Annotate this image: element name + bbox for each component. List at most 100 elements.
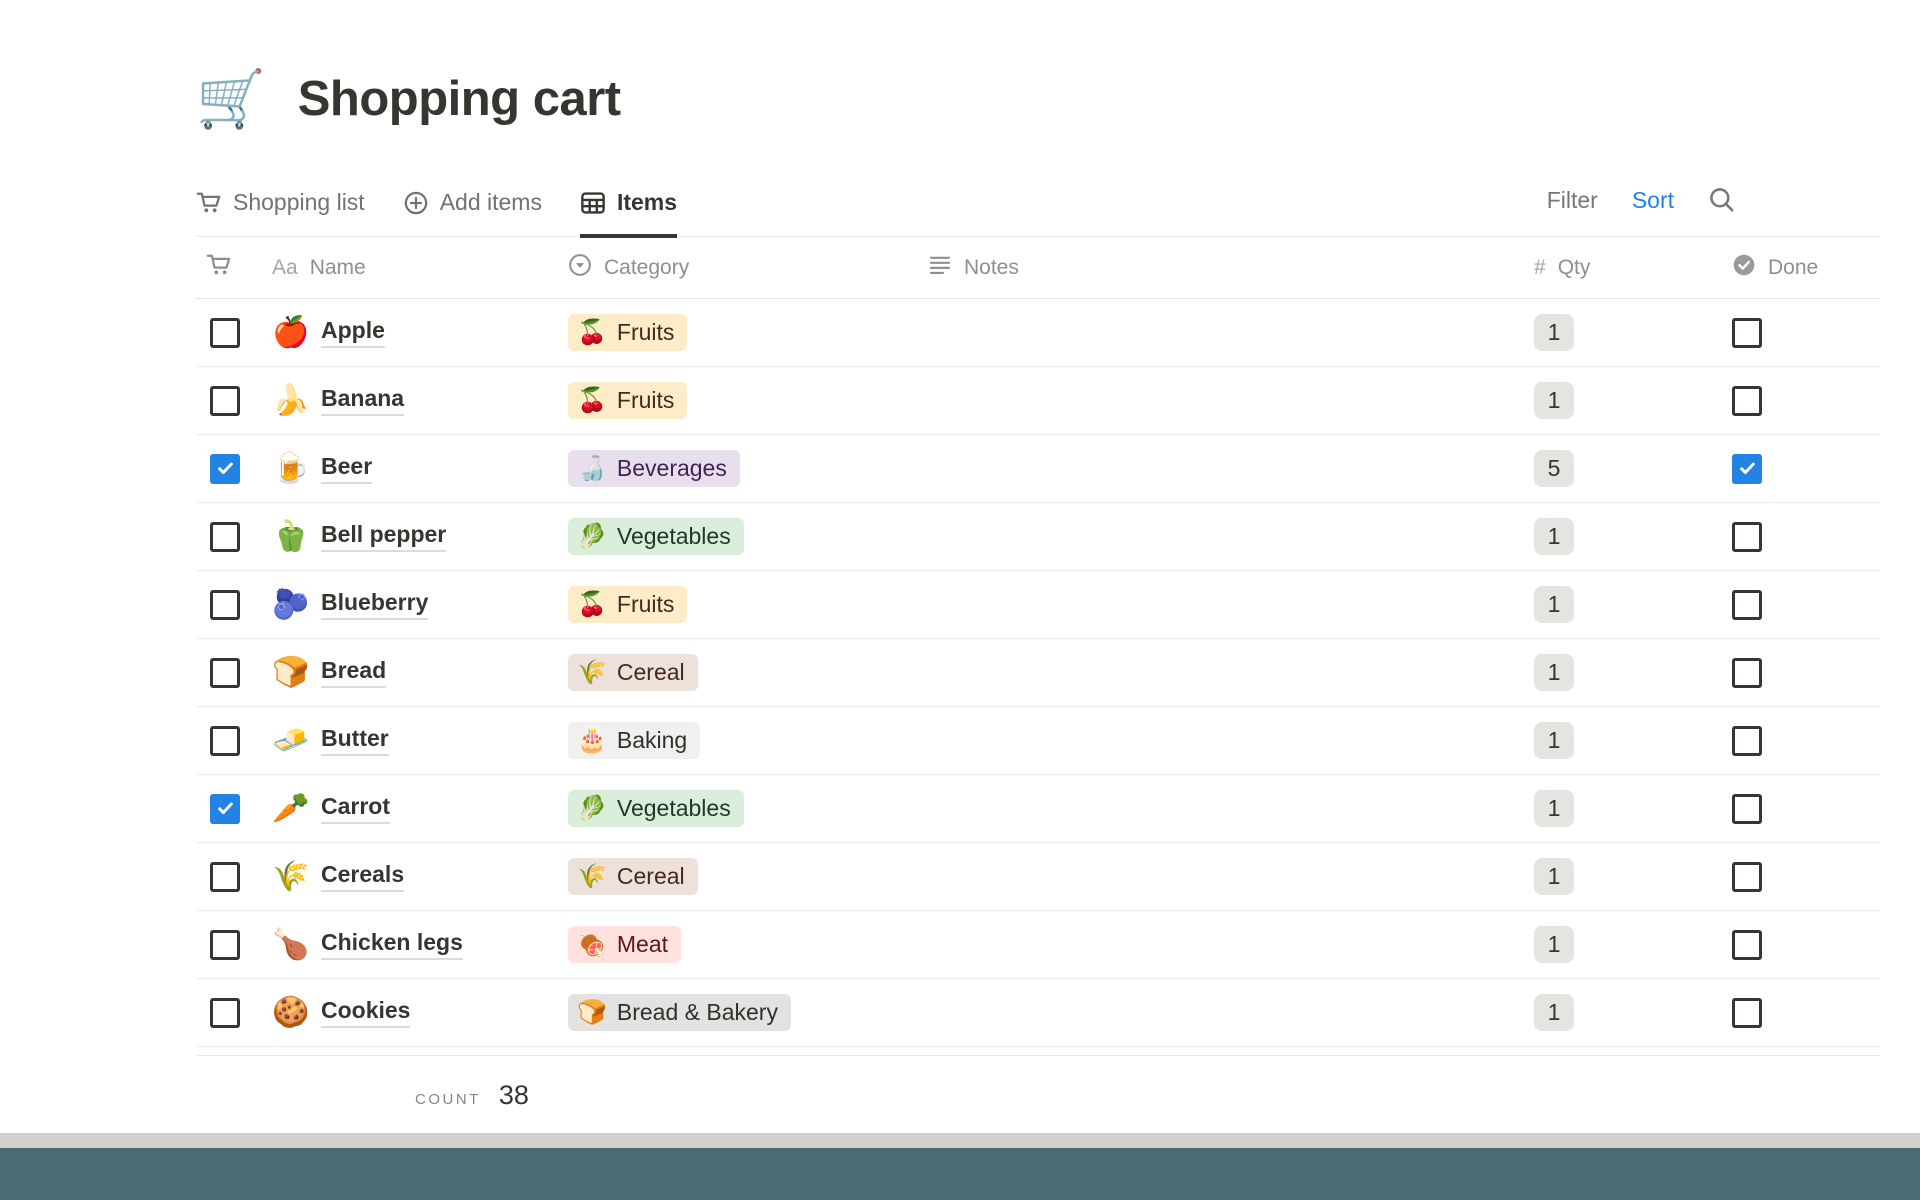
cart-checkbox[interactable]: [210, 657, 240, 688]
tab-add-items[interactable]: Add items: [403, 189, 542, 238]
done-checkbox[interactable]: [1732, 385, 1762, 416]
done-checkbox-cell: [1732, 997, 1880, 1028]
qty-cell[interactable]: 1: [1534, 994, 1732, 1031]
item-name-link[interactable]: Chicken legs: [321, 929, 463, 960]
category-emoji-icon: 🍖: [577, 930, 607, 958]
category-label: Fruits: [616, 319, 675, 346]
qty-cell[interactable]: 1: [1534, 858, 1732, 895]
qty-cell[interactable]: 1: [1534, 926, 1732, 963]
cart-checkbox[interactable]: [210, 385, 240, 416]
category-badge: 🌾 Cereal: [568, 858, 698, 895]
qty-cell[interactable]: 1: [1534, 314, 1732, 351]
header-qty-column[interactable]: # Qty: [1534, 256, 1732, 280]
category-cell[interactable]: 🍒 Fruits: [568, 586, 928, 623]
done-checkbox[interactable]: [1732, 793, 1762, 824]
category-badge: 🍒 Fruits: [568, 382, 688, 419]
tab-shopping-list[interactable]: Shopping list: [196, 189, 365, 238]
header-cart-column[interactable]: [196, 252, 272, 284]
done-checkbox[interactable]: [1732, 861, 1762, 892]
tab-shopping-list-label: Shopping list: [233, 189, 365, 215]
cart-checkbox-cell: [196, 997, 272, 1028]
count-label[interactable]: COUNT: [415, 1091, 481, 1108]
category-badge: 🌾 Cereal: [568, 654, 698, 691]
item-name-link[interactable]: Cookies: [321, 997, 411, 1028]
cart-checkbox[interactable]: [210, 521, 240, 552]
item-name-link[interactable]: Banana: [321, 385, 405, 416]
name-cell: 🥕 Carrot: [272, 793, 568, 824]
category-label: Vegetables: [616, 523, 731, 550]
table-row: 🍗 Chicken legs 🍖 Meat 1: [196, 911, 1880, 979]
category-cell[interactable]: 🎂 Baking: [568, 722, 928, 759]
cart-checkbox[interactable]: [210, 589, 240, 620]
qty-cell[interactable]: 1: [1534, 518, 1732, 555]
name-cell: 🍌 Banana: [272, 385, 568, 416]
category-cell[interactable]: 🥬 Vegetables: [568, 790, 928, 827]
qty-cell[interactable]: 1: [1534, 722, 1732, 759]
page-icon-cart-emoji[interactable]: 🛒: [196, 67, 266, 130]
header-done-column[interactable]: Done: [1732, 253, 1880, 283]
category-cell[interactable]: 🥬 Vegetables: [568, 518, 928, 555]
cart-checkbox[interactable]: [210, 317, 240, 348]
done-checkbox-cell: [1732, 589, 1880, 620]
done-checkbox[interactable]: [1732, 997, 1762, 1028]
item-name-link[interactable]: Apple: [321, 317, 385, 348]
cart-checkbox[interactable]: [210, 453, 240, 484]
qty-cell[interactable]: 5: [1534, 450, 1732, 487]
item-emoji-icon: 🍎: [272, 315, 310, 349]
item-name-link[interactable]: Carrot: [321, 793, 391, 824]
cart-checkbox[interactable]: [210, 793, 240, 824]
header-name-column[interactable]: Aa Name: [272, 256, 568, 280]
category-cell[interactable]: 🌾 Cereal: [568, 654, 928, 691]
qty-cell[interactable]: 1: [1534, 586, 1732, 623]
cart-checkbox-cell: [196, 861, 272, 892]
qty-cell[interactable]: 1: [1534, 654, 1732, 691]
done-checkbox[interactable]: [1732, 589, 1762, 620]
done-checkbox-cell: [1732, 793, 1880, 824]
table-row: 🌾 Cereals 🌾 Cereal 1: [196, 843, 1880, 911]
cart-checkbox[interactable]: [210, 929, 240, 960]
done-checkbox[interactable]: [1732, 521, 1762, 552]
item-name-link[interactable]: Butter: [321, 725, 389, 756]
cart-checkbox[interactable]: [210, 861, 240, 892]
item-emoji-icon: 🍗: [272, 927, 310, 961]
cart-checkbox[interactable]: [210, 725, 240, 756]
category-cell[interactable]: 🍒 Fruits: [568, 314, 928, 351]
item-name-link[interactable]: Bread: [321, 657, 387, 688]
search-icon[interactable]: [1708, 186, 1736, 214]
done-checkbox-cell: [1732, 929, 1880, 960]
done-checkbox[interactable]: [1732, 929, 1762, 960]
header-category-column[interactable]: Category: [568, 253, 928, 283]
item-name-link[interactable]: Bell pepper: [321, 521, 447, 552]
cart-checkbox-cell: [196, 385, 272, 416]
plus-circle-icon: [403, 190, 429, 216]
cart-icon: [206, 252, 232, 284]
item-name-link[interactable]: Blueberry: [321, 589, 429, 620]
category-cell[interactable]: 🍖 Meat: [568, 926, 928, 963]
item-name-link[interactable]: Cereals: [321, 861, 405, 892]
page-title[interactable]: Shopping cart: [297, 72, 621, 126]
tab-items-label: Items: [616, 189, 678, 215]
category-cell[interactable]: 🍞 Bread & Bakery: [568, 994, 928, 1031]
header-notes-column[interactable]: Notes: [928, 253, 1534, 283]
category-cell[interactable]: 🍶 Beverages: [568, 450, 928, 487]
category-emoji-icon: 🍒: [577, 590, 607, 618]
category-cell[interactable]: 🌾 Cereal: [568, 858, 928, 895]
done-checkbox[interactable]: [1732, 657, 1762, 688]
check-icon: [1739, 462, 1755, 475]
tab-items[interactable]: Items: [579, 189, 678, 238]
done-checkbox[interactable]: [1732, 725, 1762, 756]
qty-cell[interactable]: 1: [1534, 382, 1732, 419]
cart-checkbox[interactable]: [210, 997, 240, 1028]
sort-button[interactable]: Sort: [1631, 186, 1674, 213]
taskbar[interactable]: [0, 1148, 1920, 1200]
qty-cell[interactable]: 1: [1534, 790, 1732, 827]
filter-button[interactable]: Filter: [1546, 186, 1598, 213]
done-checkbox[interactable]: [1732, 317, 1762, 348]
category-label: Cereal: [616, 659, 685, 686]
category-cell[interactable]: 🍒 Fruits: [568, 382, 928, 419]
view-tab-bar: Shopping list Add items: [196, 186, 1880, 238]
header-done-label: Done: [1768, 255, 1819, 279]
item-name-link[interactable]: Beer: [321, 453, 373, 484]
done-checkbox[interactable]: [1732, 453, 1762, 484]
header-category-label: Category: [604, 255, 690, 279]
